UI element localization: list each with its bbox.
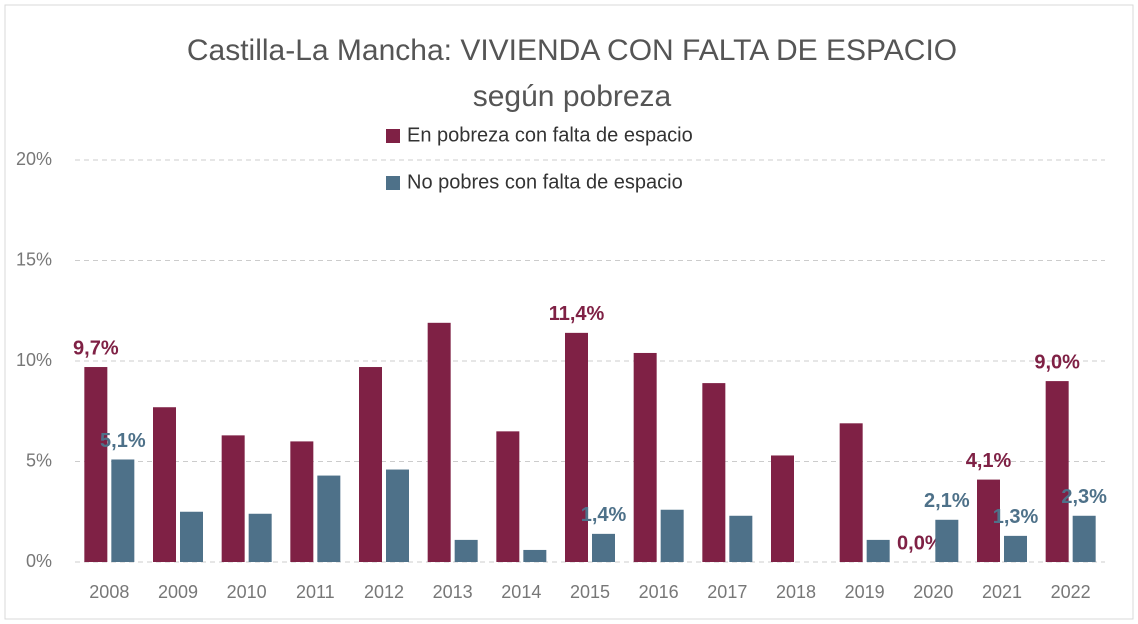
bar: [180, 511, 203, 562]
bar: [839, 423, 863, 562]
bar: [702, 383, 726, 562]
chart-title: Castilla-La Mancha: VIVIENDA CON FALTA D…: [187, 34, 957, 67]
data-label: 0,0%: [897, 532, 943, 554]
data-label: 5,1%: [100, 430, 146, 452]
y-tick-label: 10%: [16, 350, 52, 370]
x-tick-label: 2014: [501, 582, 541, 602]
x-tick-label: 2017: [707, 582, 747, 602]
x-tick-label: 2015: [570, 582, 610, 602]
data-label: 1,4%: [581, 504, 627, 526]
bar: [317, 475, 341, 562]
x-tick-label: 2012: [364, 582, 404, 602]
bar: [290, 441, 314, 562]
bar: [427, 322, 451, 562]
y-tick-label: 15%: [16, 249, 52, 269]
bar: [565, 332, 588, 562]
data-label: 4,1%: [966, 450, 1012, 472]
bar: [592, 533, 615, 562]
chart-title: según pobreza: [473, 80, 672, 113]
data-label: 2,1%: [924, 490, 970, 512]
x-tick-label: 2013: [433, 582, 473, 602]
bar: [454, 539, 478, 562]
x-tick-label: 2018: [776, 582, 816, 602]
x-tick-label: 2016: [639, 582, 679, 602]
x-tick-label: 2019: [845, 582, 885, 602]
data-label: 9,7%: [73, 337, 119, 359]
y-tick-label: 5%: [26, 450, 52, 470]
x-tick-label: 2020: [913, 582, 953, 602]
bar: [359, 367, 382, 562]
bar: [248, 513, 272, 562]
bar: [935, 519, 959, 562]
x-tick-label: 2022: [1051, 582, 1091, 602]
data-label: 1,3%: [993, 506, 1039, 528]
x-tick-label: 2009: [158, 582, 198, 602]
legend-label: En pobreza con falta de espacio: [407, 124, 693, 146]
legend-label: No pobres con falta de espacio: [407, 171, 683, 193]
y-tick-label: 20%: [16, 149, 52, 169]
bar: [84, 367, 108, 562]
bar: [221, 435, 245, 562]
bar: [523, 549, 547, 562]
data-label: 11,4%: [549, 303, 605, 325]
data-label: 9,0%: [1034, 351, 1080, 373]
x-tick-label: 2010: [227, 582, 267, 602]
y-tick-label: 0%: [26, 551, 52, 571]
legend-swatch: [386, 129, 400, 143]
bar: [496, 431, 520, 562]
bar: [1072, 515, 1096, 562]
legend-swatch: [386, 176, 400, 190]
bar: [771, 455, 794, 562]
bar: [1045, 381, 1069, 562]
bar: [1004, 535, 1027, 562]
x-tick-label: 2011: [296, 582, 335, 602]
bar: [866, 539, 890, 562]
data-label: 2,3%: [1061, 486, 1107, 508]
bar: [729, 515, 753, 562]
bar: [153, 407, 176, 562]
bar: [633, 352, 657, 562]
bar: [660, 509, 684, 562]
x-tick-label: 2008: [89, 582, 129, 602]
bar: [977, 479, 1000, 562]
x-tick-label: 2021: [982, 582, 1022, 602]
bar: [386, 469, 409, 562]
bar: [111, 459, 135, 562]
